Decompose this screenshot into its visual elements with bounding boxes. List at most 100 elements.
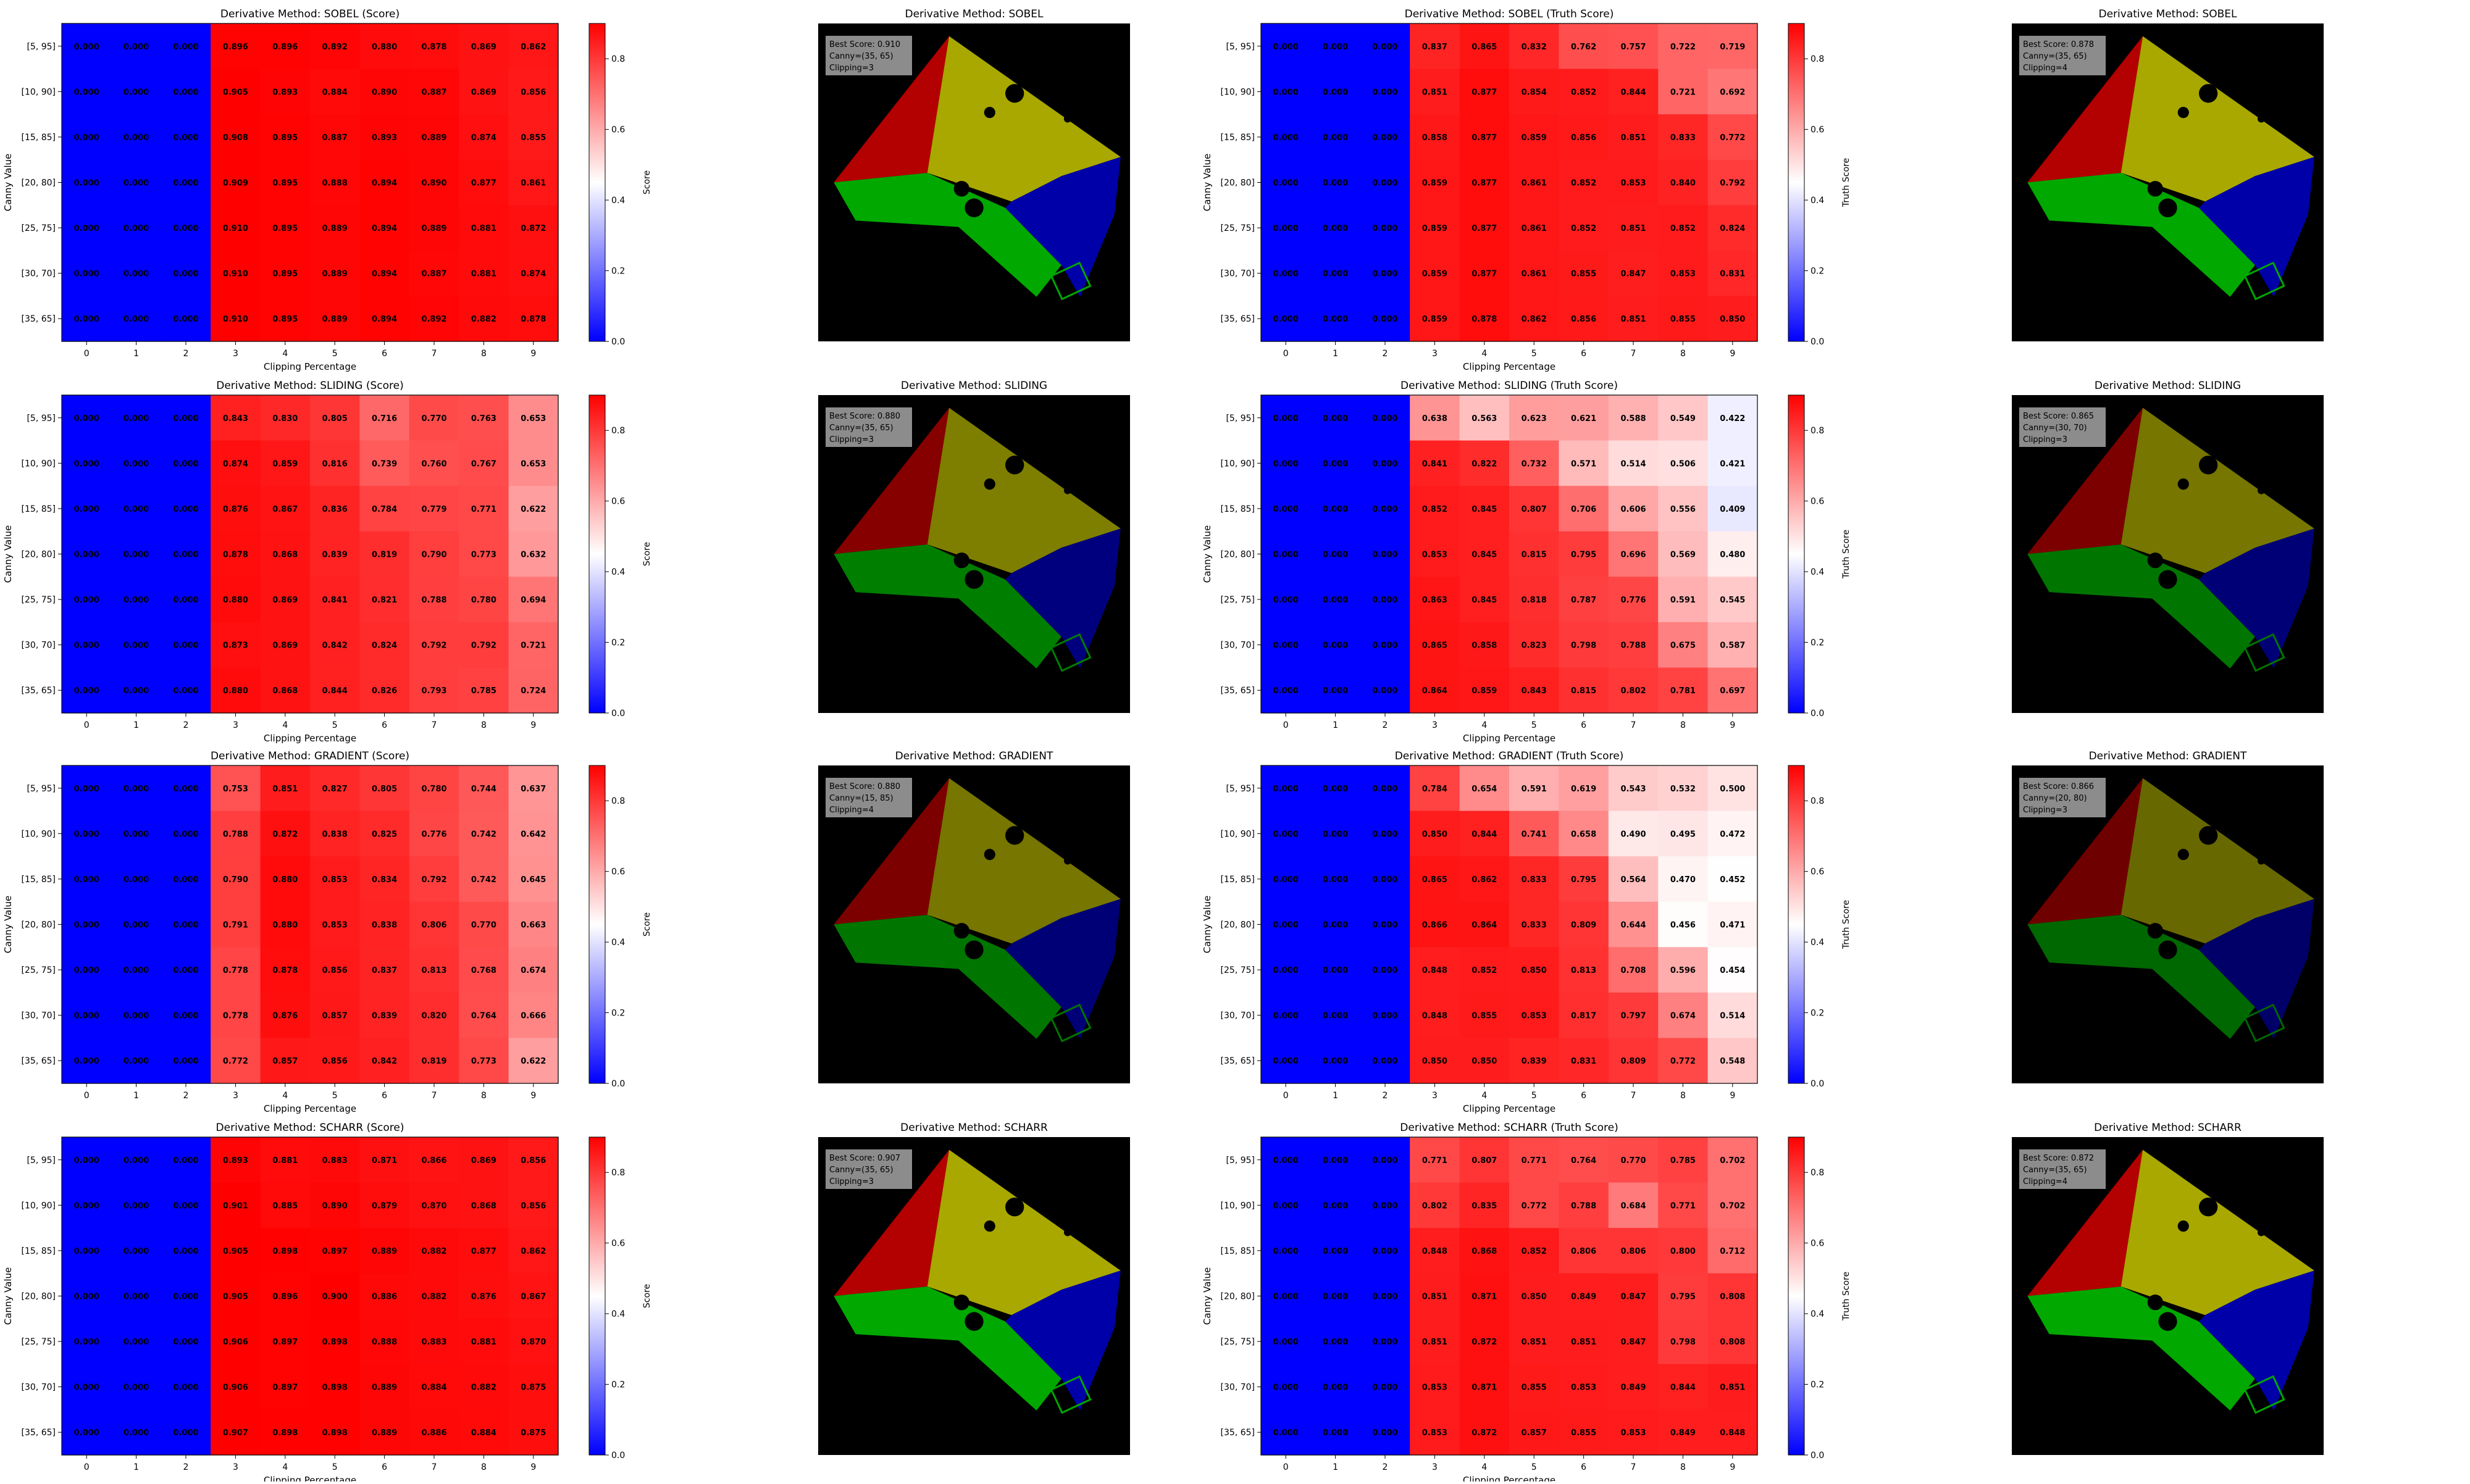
cell-value-label: 0.000: [173, 921, 198, 930]
image-title: Derivative Method: SOBEL: [2099, 8, 2238, 20]
heatmap-cell: [1261, 1364, 1311, 1411]
cell-value-label: 0.851: [1620, 315, 1646, 324]
heatmap-cell: [310, 1409, 360, 1456]
heatmap-cell: [1707, 1409, 1758, 1456]
x-tick-label: 6: [1581, 349, 1586, 359]
heatmap-cell: [359, 486, 410, 532]
heatmap-cell: [1310, 23, 1361, 70]
image-panel: Derivative Method: GRADIENT Best Score: 0…: [2012, 750, 2324, 1083]
cell-value-label: 0.792: [421, 875, 446, 885]
cell-value-label: 0.000: [173, 875, 198, 885]
heatmap-cell: [409, 250, 459, 297]
cell-value-label: 0.000: [1372, 315, 1397, 324]
info-line: Canny=(20, 80): [2023, 794, 2087, 803]
colorbar-gradient: [1788, 23, 1805, 342]
cell-value-label: 0.875: [521, 1428, 546, 1438]
cell-value-label: 0.880: [372, 43, 397, 52]
heatmap-cell: [310, 667, 360, 714]
heatmap-cell: [211, 440, 261, 486]
colorbar-tick-label: 0.8: [1811, 426, 1824, 436]
segment-hole: [953, 181, 969, 197]
heatmap-cell: [1310, 114, 1361, 160]
cell-value-label: 0.000: [1323, 551, 1348, 560]
cell-value-label: 0.857: [322, 1012, 348, 1021]
colorbar-tick-label: 0.2: [1811, 1380, 1824, 1390]
heatmap-cell: [1459, 622, 1510, 669]
segment-red: [834, 36, 950, 183]
x-tick-label: 7: [1631, 1091, 1636, 1101]
heatmap-cell: [1360, 1228, 1410, 1274]
cell-value-label: 0.889: [372, 1383, 397, 1393]
segment-hole: [2177, 849, 2189, 861]
y-tick-label: [5, 95]: [27, 784, 56, 794]
info-box: [826, 1149, 912, 1189]
heatmap-cell: [211, 856, 261, 902]
heatmap-cell: [508, 205, 559, 251]
cell-value-label: 0.847: [1620, 270, 1646, 279]
cell-value-label: 0.514: [1720, 1012, 1745, 1021]
y-tick-label: [15, 85]: [1221, 875, 1255, 885]
cell-value-label: 0.843: [1522, 686, 1547, 696]
cell-value-label: 0.862: [521, 1247, 546, 1256]
cell-value-label: 0.905: [223, 88, 248, 97]
cell-value-label: 0.000: [1273, 224, 1299, 233]
cell-value-label: 0.859: [1422, 224, 1447, 233]
cell-value-label: 0.000: [1323, 641, 1348, 651]
cell-value-label: 0.588: [1620, 414, 1646, 423]
x-tick-label: 5: [332, 720, 338, 730]
x-tick-label: 9: [530, 349, 536, 359]
info-line: Canny=(30, 70): [2023, 423, 2087, 433]
heatmap-cell: [310, 811, 360, 857]
segment-hole: [2147, 923, 2163, 939]
cell-value-label: 0.880: [272, 875, 298, 885]
colorbar: 0.0 0.2 0.4 0.6 0.8 Truth Score: [1788, 394, 1851, 719]
heatmap-cell: [1261, 486, 1311, 532]
cell-value-label: 0.908: [223, 133, 248, 143]
cell-value-label: 0.000: [173, 459, 198, 469]
heatmap-cell: [459, 69, 509, 115]
cell-value-label: 0.851: [1620, 224, 1646, 233]
cell-value-label: 0.780: [421, 785, 446, 794]
x-tick-label: 9: [1730, 349, 1735, 359]
heatmap-cell: [1360, 622, 1410, 669]
cell-value-label: 0.000: [124, 875, 149, 885]
cell-value-label: 0.790: [421, 551, 446, 560]
segment-blue: [2199, 157, 2314, 297]
x-tick-label: 6: [1581, 1091, 1586, 1101]
heatmap-cell: [1658, 1182, 1709, 1228]
cell-value-label: 0.000: [1372, 641, 1397, 651]
colorbar-tick-label: 0.2: [611, 1009, 625, 1019]
cell-value-label: 0.000: [1372, 1156, 1397, 1165]
y-tick-label: [10, 90]: [22, 459, 56, 469]
heatmap-cell: [1410, 901, 1460, 948]
cell-value-label: 0.874: [521, 270, 546, 279]
x-tick-label: 5: [332, 1462, 338, 1472]
heatmap-cell: [1707, 440, 1758, 486]
cell-value-label: 0.742: [471, 830, 496, 839]
cell-value-label: 0.674: [1670, 1012, 1696, 1021]
x-axis-label: Clipping Percentage: [264, 1475, 356, 1482]
x-axis-label: Clipping Percentage: [1463, 361, 1555, 372]
heatmap-cell: [1459, 486, 1510, 532]
cell-value-label: 0.869: [272, 641, 298, 651]
heatmap-cell: [508, 296, 559, 342]
x-tick-label: 6: [382, 1091, 387, 1101]
cell-value-label: 0.898: [322, 1383, 348, 1393]
heatmap-cell: [1608, 667, 1659, 714]
cell-value-label: 0.675: [1670, 641, 1696, 651]
cell-value-label: 0.887: [421, 270, 446, 279]
heatmap-cell: [1658, 1319, 1709, 1365]
heatmap-cell: [1608, 250, 1659, 297]
heatmap-cell: [1509, 159, 1559, 206]
y-tick-label: [10, 90]: [22, 829, 56, 839]
x-tick-label: 1: [1333, 1091, 1338, 1101]
heatmap-cell: [1261, 1319, 1311, 1365]
cell-value-label: 0.490: [1620, 830, 1646, 839]
heatmap-cell: [1707, 250, 1758, 297]
cell-value-label: 0.898: [272, 1247, 298, 1256]
heatmap-cell: [310, 1228, 360, 1274]
cell-value-label: 0.798: [1670, 1338, 1696, 1347]
heatmap-cell: [211, 577, 261, 623]
cell-value-label: 0.894: [372, 315, 397, 324]
x-tick-label: 2: [183, 720, 189, 730]
